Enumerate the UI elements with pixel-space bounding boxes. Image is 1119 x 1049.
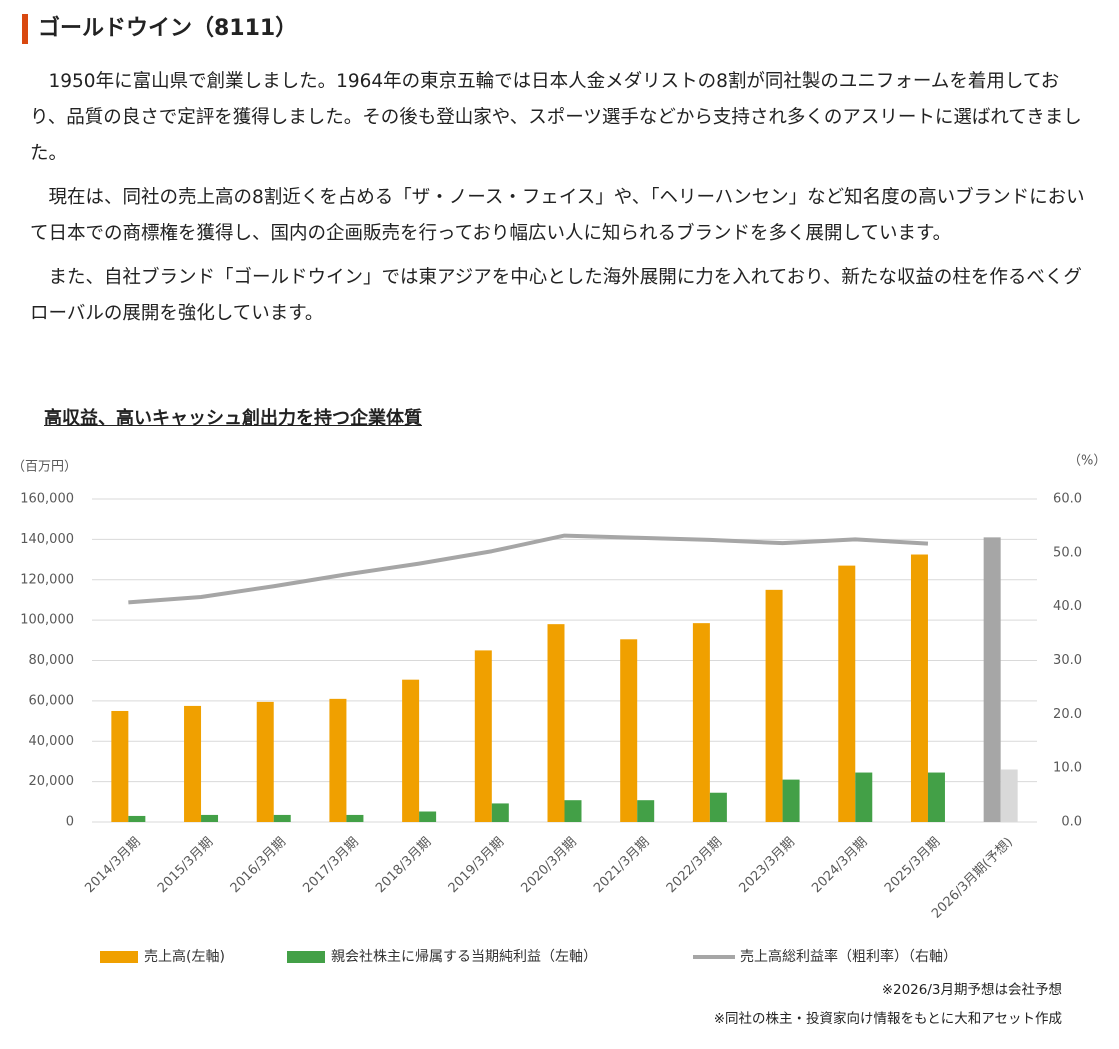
- y-tick-label: 100,000: [20, 613, 74, 628]
- bar: [927, 772, 945, 822]
- x-tick-label: 2016/3月期: [228, 835, 289, 896]
- x-tick-label: 2023/3月期: [737, 835, 798, 896]
- bar: [910, 554, 928, 822]
- x-tick-label: 2019/3月期: [446, 835, 507, 896]
- legend-label: 親会社株主に帰属する当期純利益（左軸）: [331, 948, 597, 965]
- bar: [419, 811, 437, 822]
- y2-tick-label: 60.0: [1053, 492, 1082, 507]
- y-axis-label: （百万円）: [12, 460, 77, 475]
- bar: [637, 800, 655, 822]
- bar: [564, 800, 582, 822]
- chart-title: 高収益、高いキャッシュ創出力を持つ企業体質: [44, 408, 422, 429]
- bar: [128, 815, 146, 822]
- bar: [346, 814, 364, 822]
- paragraph: また、自社ブランド「ゴールドウイン」では東アジアを中心とした海外展開に力を入れて…: [30, 267, 1082, 324]
- y-tick-label: 40,000: [29, 734, 75, 749]
- y2-tick-label: 0.0: [1061, 815, 1082, 830]
- bar: [1000, 769, 1018, 822]
- body-text: 1950年に富山県で創業しました。1964年の東京五輪では日本人金メダリストの8…: [30, 64, 1092, 340]
- bar: [547, 624, 565, 822]
- y-tick-label: 60,000: [29, 693, 75, 708]
- legend-swatch: [287, 951, 325, 963]
- bar: [620, 639, 638, 822]
- y-tick-label: 20,000: [29, 774, 75, 789]
- x-tick-label: 2020/3月期: [518, 835, 579, 896]
- line-series: [128, 533, 929, 605]
- y-tick-label: 140,000: [20, 532, 74, 547]
- bar: [765, 589, 783, 822]
- y-tick-label: 160,000: [20, 492, 74, 507]
- bar: [855, 772, 873, 822]
- x-tick-label: 2017/3月期: [300, 835, 361, 896]
- y2-tick-label: 20.0: [1053, 707, 1082, 722]
- x-tick-label: 2015/3月期: [155, 835, 216, 896]
- x-tick-label: 2024/3月期: [809, 835, 870, 896]
- y2-tick-label: 10.0: [1053, 761, 1082, 776]
- y-tick-label: 80,000: [29, 653, 75, 668]
- bar: [491, 803, 509, 822]
- y2-tick-label: 40.0: [1053, 599, 1082, 614]
- x-tick-label: 2014/3月期: [82, 835, 143, 896]
- bar: [273, 814, 291, 822]
- page-title: ゴールドウイン（8111）: [22, 14, 297, 44]
- legend-label: 売上高総利益率（粗利率）（右軸）: [740, 948, 957, 965]
- y2-tick-label: 50.0: [1053, 545, 1082, 560]
- x-tick-label: 2018/3月期: [373, 835, 434, 896]
- bar: [201, 814, 219, 822]
- bar: [111, 710, 129, 822]
- x-tick-label: 2025/3月期: [882, 835, 943, 896]
- bar: [402, 679, 420, 822]
- legend-label: 売上高(左軸): [144, 948, 225, 965]
- bar: [692, 623, 710, 822]
- bar: [184, 705, 202, 822]
- y2-axis-label: （%）: [1068, 454, 1106, 469]
- legend-swatch: [100, 951, 138, 963]
- note: ※同社の株主・投資家向け情報をもとに大和アセット作成: [714, 1010, 1062, 1027]
- paragraph: 現在は、同社の売上高の8割近くを占める「ザ・ノース・フェイス」や、「ヘリーハンセ…: [30, 187, 1085, 244]
- bar: [838, 565, 856, 822]
- y-tick-label: 120,000: [20, 572, 74, 587]
- y-tick-label: 0: [66, 815, 74, 830]
- bar: [329, 698, 347, 822]
- bar: [709, 792, 727, 822]
- x-tick-label: 2021/3月期: [591, 835, 652, 896]
- bar: [983, 537, 1001, 822]
- x-tick-label: 2026/3月期(予想): [928, 834, 1016, 922]
- bar: [256, 701, 274, 822]
- x-tick-label: 2022/3月期: [664, 835, 725, 896]
- bar: [474, 650, 492, 822]
- note: ※2026/3月期予想は会社予想: [882, 982, 1062, 998]
- y2-tick-label: 30.0: [1053, 653, 1082, 668]
- paragraph: 1950年に富山県で創業しました。1964年の東京五輪では日本人金メダリストの8…: [30, 71, 1082, 164]
- bar: [782, 779, 800, 822]
